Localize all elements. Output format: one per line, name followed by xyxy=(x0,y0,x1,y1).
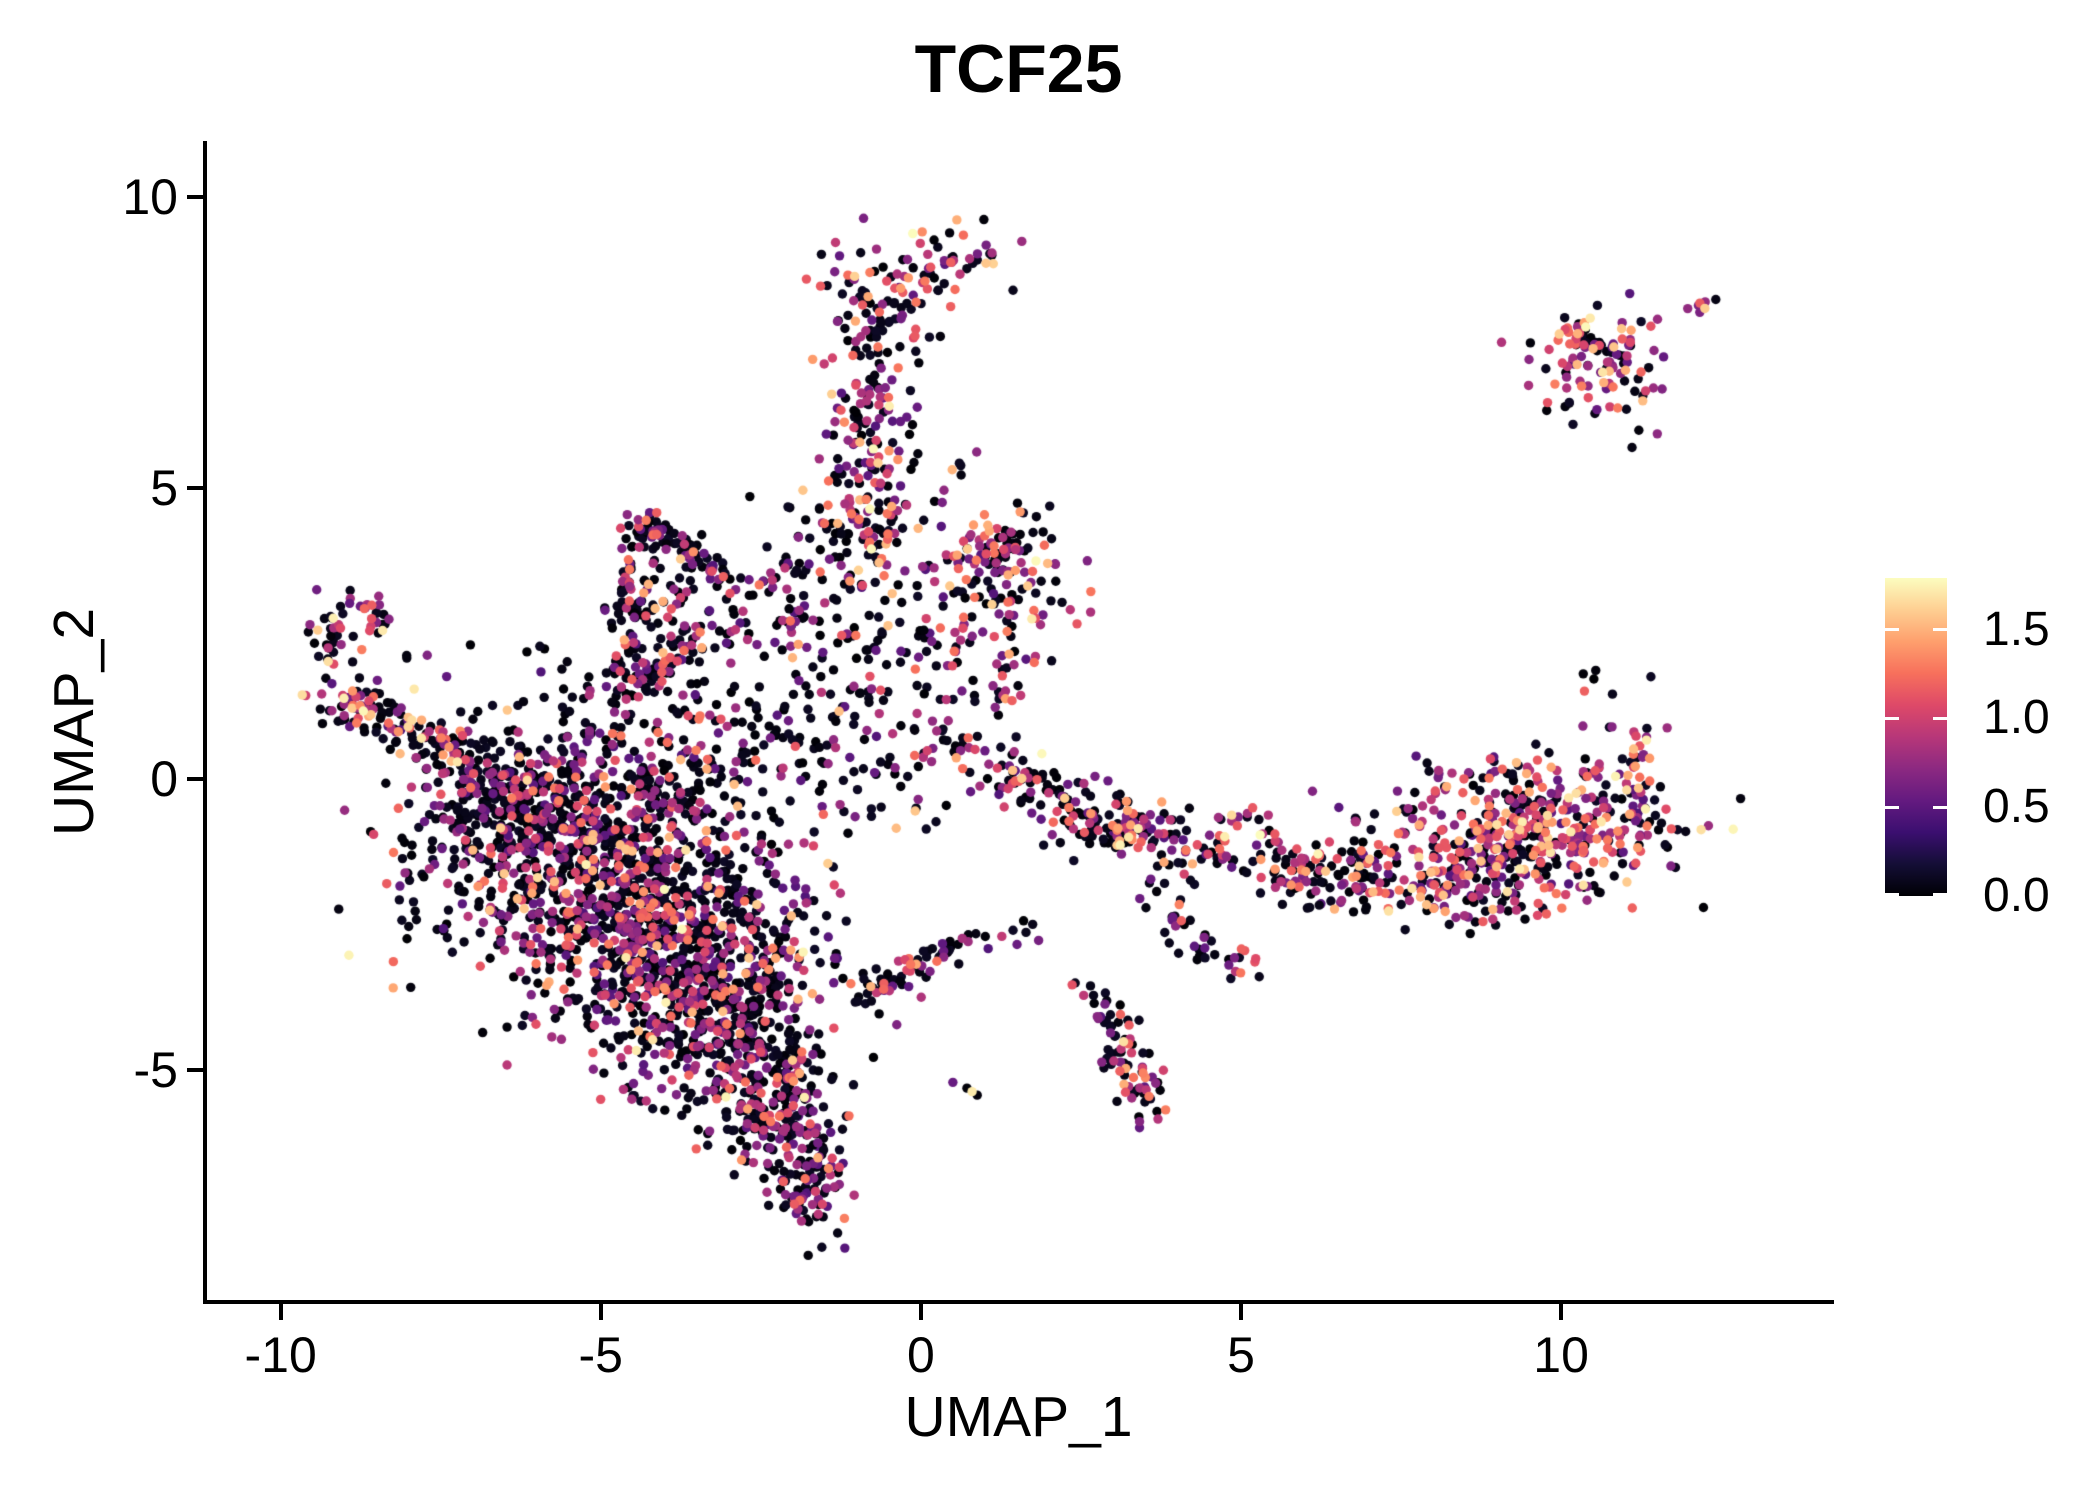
colorbar-tick xyxy=(1885,805,1899,809)
x-tick-mark xyxy=(1559,1304,1564,1320)
x-tick-mark xyxy=(1238,1304,1243,1320)
x-axis-line xyxy=(203,1300,1834,1304)
plot-title: TCF25 xyxy=(914,31,1123,107)
colorbar-tick xyxy=(1933,628,1947,632)
x-tick-label: 0 xyxy=(906,1327,935,1383)
x-axis-title: UMAP_1 xyxy=(904,1385,1133,1449)
colorbar-tick-label: 1.0 xyxy=(1983,691,2050,745)
colorbar-tick-label: 1.5 xyxy=(1983,602,2050,656)
y-tick-mark xyxy=(187,1067,203,1072)
y-tick-mark xyxy=(187,194,203,199)
x-tick-label: -10 xyxy=(244,1327,317,1383)
x-tick-mark xyxy=(278,1304,283,1320)
colorbar-tick xyxy=(1933,716,1947,720)
colorbar-tick xyxy=(1933,893,1947,896)
colorbar-tick xyxy=(1885,628,1899,632)
colorbar-tick-label: 0.5 xyxy=(1983,780,2050,834)
y-tick-mark xyxy=(187,485,203,490)
colorbar-tick xyxy=(1885,893,1899,896)
y-tick-label: 10 xyxy=(122,168,178,225)
y-tick-mark xyxy=(187,776,203,781)
y-axis-title: UMAP_2 xyxy=(42,607,106,837)
y-tick-label: 5 xyxy=(150,459,178,516)
colorbar-gradient xyxy=(1885,578,1947,896)
x-tick-label: 5 xyxy=(1227,1327,1255,1383)
y-tick-label: -5 xyxy=(133,1041,178,1098)
y-axis-line xyxy=(203,141,207,1304)
colorbar-tick-label: 0.0 xyxy=(1983,869,2050,922)
x-tick-label: 10 xyxy=(1533,1327,1589,1383)
x-tick-mark xyxy=(918,1304,923,1320)
x-tick-label: -5 xyxy=(578,1327,623,1383)
colorbar-tick xyxy=(1933,805,1947,809)
colorbar-tick xyxy=(1885,716,1899,720)
y-tick-label: 0 xyxy=(150,750,178,807)
x-tick-mark xyxy=(598,1304,603,1320)
